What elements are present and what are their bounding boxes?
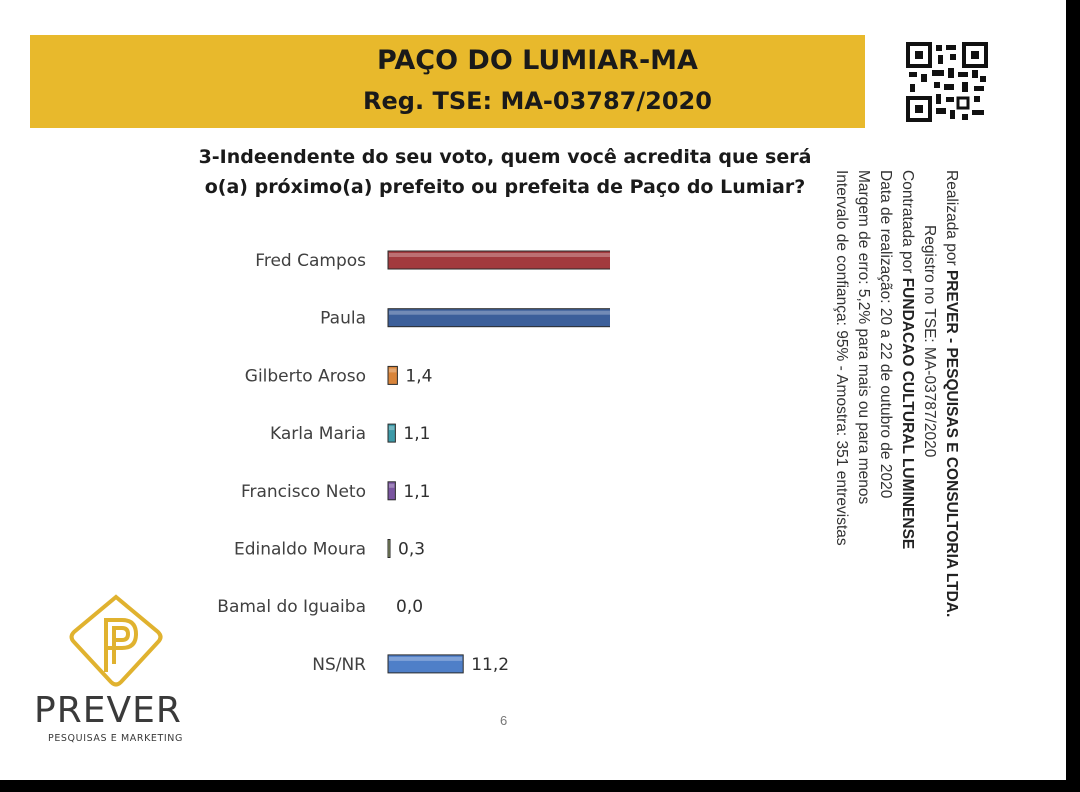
qr-code bbox=[865, 35, 995, 128]
prever-p-icon bbox=[69, 594, 163, 687]
category-label: Francisco Neto bbox=[241, 482, 366, 502]
category-label: Gilberto Aroso bbox=[245, 366, 366, 386]
value-label: 1,1 bbox=[403, 424, 430, 444]
category-label: Fred Campos bbox=[255, 251, 366, 271]
survey-info-line-3: Contratada por FUNDACAO CULTURAL LUMINEN… bbox=[899, 170, 916, 550]
category-label: Karla Maria bbox=[270, 424, 366, 444]
category-label: NS/NR bbox=[312, 655, 366, 675]
survey-info-line-2: Registro no TSE: MA-03787/2020 bbox=[921, 225, 938, 458]
slide: PAÇO DO LUMIAR-MA Reg. TSE: MA-03787/202… bbox=[0, 0, 1066, 780]
qr-code-icon bbox=[906, 42, 988, 122]
survey-info-line-4: Data de realização: 20 a 22 de outubro d… bbox=[877, 170, 894, 499]
bar-highlight bbox=[389, 368, 397, 373]
category-label: Bamal do Iguaiba bbox=[217, 597, 366, 617]
logo-tagline: PESQUISAS E MARKETING bbox=[48, 733, 183, 744]
survey-info-line-5: Margem de erro: 5,2% para mais ou para m… bbox=[855, 170, 872, 505]
bar-highlight bbox=[389, 426, 395, 431]
bar-highlight bbox=[389, 483, 395, 488]
bar bbox=[387, 308, 610, 328]
bar bbox=[387, 481, 396, 501]
question-text: 3-Indeendente do seu voto, quem você acr… bbox=[140, 142, 870, 202]
page-number: 6 bbox=[500, 713, 508, 728]
value-label: 11,2 bbox=[471, 655, 509, 675]
value-label: 0,3 bbox=[398, 540, 425, 560]
bar bbox=[387, 654, 464, 674]
bar-highlight bbox=[389, 656, 463, 661]
survey-info-line-1: Realizada por PREVER - PESQUISAS E CONSU… bbox=[943, 170, 960, 618]
bar bbox=[387, 250, 610, 270]
value-label: 1,1 bbox=[403, 482, 430, 502]
logo-wordmark: PREVER bbox=[34, 690, 182, 731]
survey-info-line-6: Intervalo de confiança: 95% - Amostra: 3… bbox=[833, 170, 850, 546]
survey-info: Realizada por PREVER - PESQUISAS E CONSU… bbox=[830, 170, 962, 617]
value-label: 1,4 bbox=[405, 366, 432, 386]
bar-highlight bbox=[389, 310, 610, 315]
category-label: Edinaldo Moura bbox=[234, 540, 366, 560]
prever-logo: PREVER PESQUISAS E MARKETING bbox=[30, 590, 210, 750]
registration-subtitle: Reg. TSE: MA-03787/2020 bbox=[363, 87, 712, 115]
page-title: PAÇO DO LUMIAR-MA bbox=[377, 45, 698, 76]
value-label: 0,0 bbox=[396, 597, 423, 617]
bar-highlight bbox=[389, 253, 610, 257]
header-banner: PAÇO DO LUMIAR-MA Reg. TSE: MA-03787/202… bbox=[30, 35, 995, 128]
question-line-1: 3-Indeendente do seu voto, quem você acr… bbox=[198, 146, 812, 168]
bar bbox=[387, 365, 398, 385]
category-label: Paula bbox=[320, 309, 366, 329]
question-line-2: o(a) próximo(a) prefeito ou prefeita de … bbox=[204, 176, 806, 198]
bar bbox=[387, 539, 391, 558]
bar bbox=[387, 423, 396, 443]
bar-chart: Fred Campos48,7Paula36,2Gilberto Aroso1,… bbox=[217, 233, 610, 695]
